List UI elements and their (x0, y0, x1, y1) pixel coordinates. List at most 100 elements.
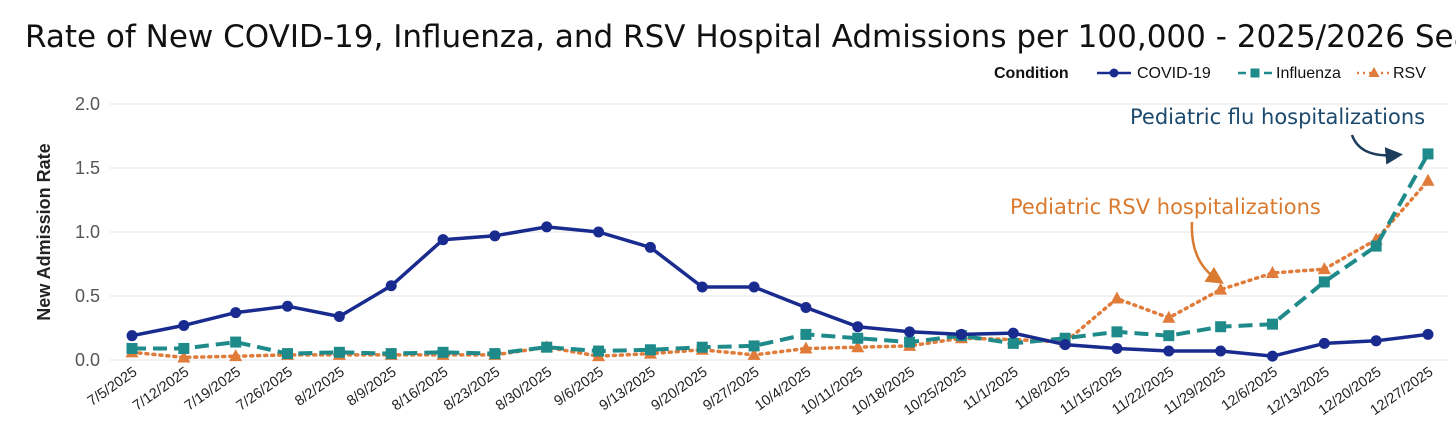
legend-marker (1250, 68, 1260, 78)
legend-label: RSV (1393, 65, 1426, 82)
data-point (282, 348, 294, 360)
data-point (593, 345, 605, 357)
series-line (132, 152, 1430, 356)
data-point (1059, 332, 1071, 344)
series-covid-19 (126, 221, 1434, 362)
annotation-flu-arrow (1350, 134, 1403, 165)
data-point (282, 300, 294, 312)
data-point (489, 230, 501, 242)
x-tick-label: 9/13/2025 (597, 364, 659, 414)
data-point (437, 234, 449, 246)
data-point (1317, 262, 1331, 275)
data-point (1007, 337, 1019, 349)
data-point (1422, 328, 1434, 340)
data-point (126, 342, 138, 354)
series-group (125, 148, 1435, 363)
data-point (1370, 335, 1382, 347)
data-point (1318, 337, 1330, 349)
data-point (748, 281, 760, 293)
data-point (1111, 326, 1123, 338)
data-point (229, 349, 243, 362)
data-point (1265, 265, 1279, 278)
x-tick-label: 8/23/2025 (441, 364, 503, 414)
data-point (489, 348, 501, 360)
legend-label: COVID-19 (1137, 65, 1211, 82)
data-point (333, 310, 345, 322)
data-point (178, 342, 190, 354)
data-point (1318, 276, 1330, 288)
annotation-rsv-arrow (1190, 221, 1224, 284)
data-point (385, 280, 397, 292)
data-point (1422, 148, 1434, 160)
data-point (904, 326, 916, 338)
x-tick-label: 7/26/2025 (234, 364, 296, 414)
data-point (1163, 345, 1175, 357)
x-tick-label: 8/2/2025 (292, 364, 347, 409)
data-point (955, 328, 967, 340)
data-point (852, 332, 864, 344)
legend-marker (1368, 67, 1380, 77)
legend: Condition COVID-19 Influenza RSV (994, 65, 1426, 82)
annotation-flu: Pediatric flu hospitalizations (1130, 105, 1425, 129)
series-line (130, 179, 1430, 360)
series-influenza (126, 148, 1434, 360)
data-point (1110, 291, 1124, 304)
data-point (437, 346, 449, 358)
x-tick-label: 7/12/2025 (130, 364, 192, 414)
chart-title: Rate of New COVID-19, Influenza, and RSV… (25, 19, 1456, 55)
data-point (799, 341, 813, 354)
legend-marker (1109, 68, 1119, 78)
x-tick-label: 9/20/2025 (649, 364, 711, 414)
legend-title: Condition (994, 65, 1069, 82)
data-point (1215, 321, 1227, 333)
data-point (1266, 350, 1278, 362)
data-point (333, 346, 345, 358)
data-point (644, 344, 656, 356)
data-point (696, 281, 708, 293)
data-point (1111, 342, 1123, 354)
data-point (541, 221, 553, 233)
data-point (541, 341, 553, 353)
data-point (904, 336, 916, 348)
data-point (385, 348, 397, 360)
y-axis-label: New Admission Rate (34, 143, 54, 320)
data-point (178, 319, 190, 331)
data-point (644, 241, 656, 253)
data-point (696, 341, 708, 353)
data-point (1007, 327, 1019, 339)
data-point (1162, 310, 1176, 323)
data-point (177, 350, 191, 363)
data-point (1421, 173, 1435, 186)
x-tick-label: 11/1/2025 (960, 364, 1021, 413)
data-point (800, 302, 812, 314)
annotation-rsv: Pediatric RSV hospitalizations (1010, 195, 1321, 219)
x-tick-label: 9/27/2025 (700, 364, 762, 414)
gridlines (110, 103, 1448, 361)
x-tick-label: 8/16/2025 (389, 364, 451, 414)
x-tick-label: 7/19/2025 (182, 364, 244, 414)
data-point (748, 340, 760, 352)
y-tick-label: 1.0 (75, 222, 100, 242)
data-point (800, 328, 812, 340)
data-point (1370, 240, 1382, 252)
y-axis-ticks: 0.0 0.5 1.0 1.5 2.0 (75, 94, 100, 370)
data-point (1214, 282, 1228, 295)
data-point (230, 336, 242, 348)
legend-label: Influenza (1276, 65, 1341, 82)
y-tick-label: 2.0 (75, 94, 100, 114)
data-point (1215, 345, 1227, 357)
data-point (593, 226, 605, 238)
data-point (1163, 330, 1175, 342)
y-tick-label: 0.5 (75, 286, 100, 306)
data-point (1266, 318, 1278, 330)
data-point (1059, 339, 1071, 351)
data-point (851, 340, 865, 353)
x-tick-label: 8/30/2025 (493, 364, 555, 414)
series-line (131, 225, 1429, 358)
x-axis-ticks: 7/5/20257/12/20257/19/20257/26/20258/2/2… (85, 364, 1436, 419)
y-tick-label: 1.5 (75, 158, 100, 178)
data-point (126, 330, 138, 342)
data-point (852, 321, 864, 333)
data-point (747, 347, 761, 360)
